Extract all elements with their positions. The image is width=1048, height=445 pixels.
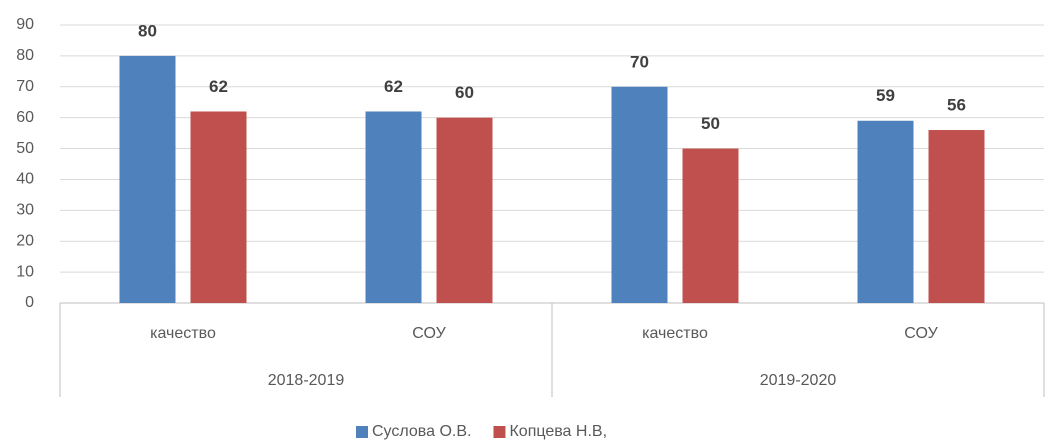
value-label: 70	[630, 52, 649, 71]
x-tick-label: качество	[150, 325, 216, 342]
value-label: 60	[455, 83, 474, 102]
y-tick-label: 60	[16, 109, 34, 126]
value-label: 59	[876, 86, 895, 105]
y-tick-label: 0	[25, 294, 34, 311]
bar	[928, 130, 985, 303]
bar	[119, 55, 176, 304]
x-tick-label: качество	[642, 325, 708, 342]
value-label: 80	[138, 21, 157, 40]
legend-label: Копцева Н.В,	[509, 423, 607, 440]
x-tick-label: СОУ	[904, 325, 938, 342]
y-tick-label: 80	[16, 47, 34, 64]
legend-swatch	[493, 426, 506, 438]
y-tick-label: 20	[16, 232, 34, 249]
value-label: 50	[701, 114, 720, 133]
value-label: 56	[947, 96, 966, 115]
value-label: 62	[384, 77, 403, 96]
legend-swatch	[356, 426, 368, 438]
bar	[857, 120, 914, 303]
y-tick-label: 50	[16, 140, 34, 157]
y-tick-label: 40	[16, 171, 34, 188]
y-tick-label: 70	[16, 78, 34, 95]
value-label: 62	[209, 77, 228, 96]
legend-label: Суслова О.В.	[372, 423, 471, 440]
bar	[436, 117, 493, 304]
y-tick-label: 30	[16, 202, 34, 219]
y-tick-label: 90	[16, 16, 34, 33]
bar	[682, 148, 739, 303]
y-tick-label: 10	[16, 263, 34, 280]
bar	[365, 111, 422, 303]
group-label: 2018-2019	[268, 372, 345, 389]
bar	[190, 111, 247, 303]
group-label: 2019-2020	[760, 372, 837, 389]
bar	[611, 86, 668, 304]
x-tick-label: СОУ	[412, 325, 446, 342]
